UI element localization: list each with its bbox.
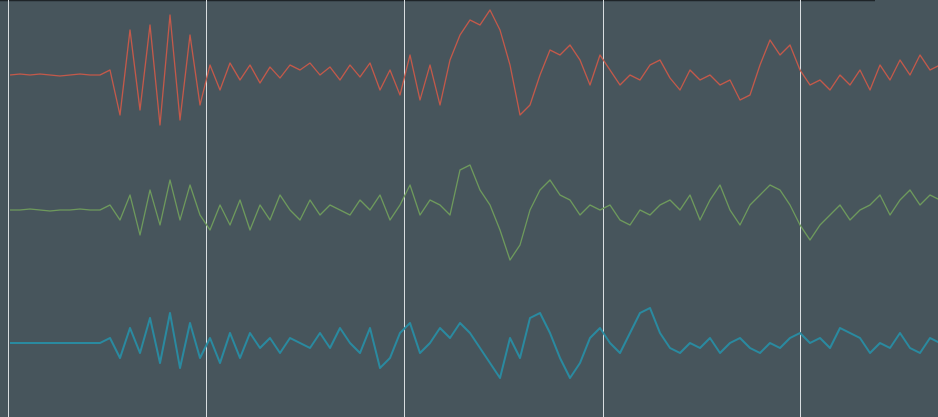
waveform-trace [10, 164, 938, 261]
waveform-trace [10, 307, 938, 379]
waveform-trace [9, 9, 938, 126]
